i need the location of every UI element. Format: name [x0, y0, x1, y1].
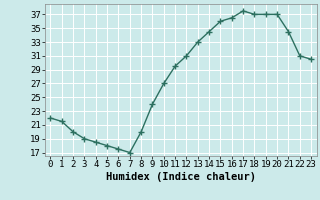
X-axis label: Humidex (Indice chaleur): Humidex (Indice chaleur): [106, 172, 256, 182]
